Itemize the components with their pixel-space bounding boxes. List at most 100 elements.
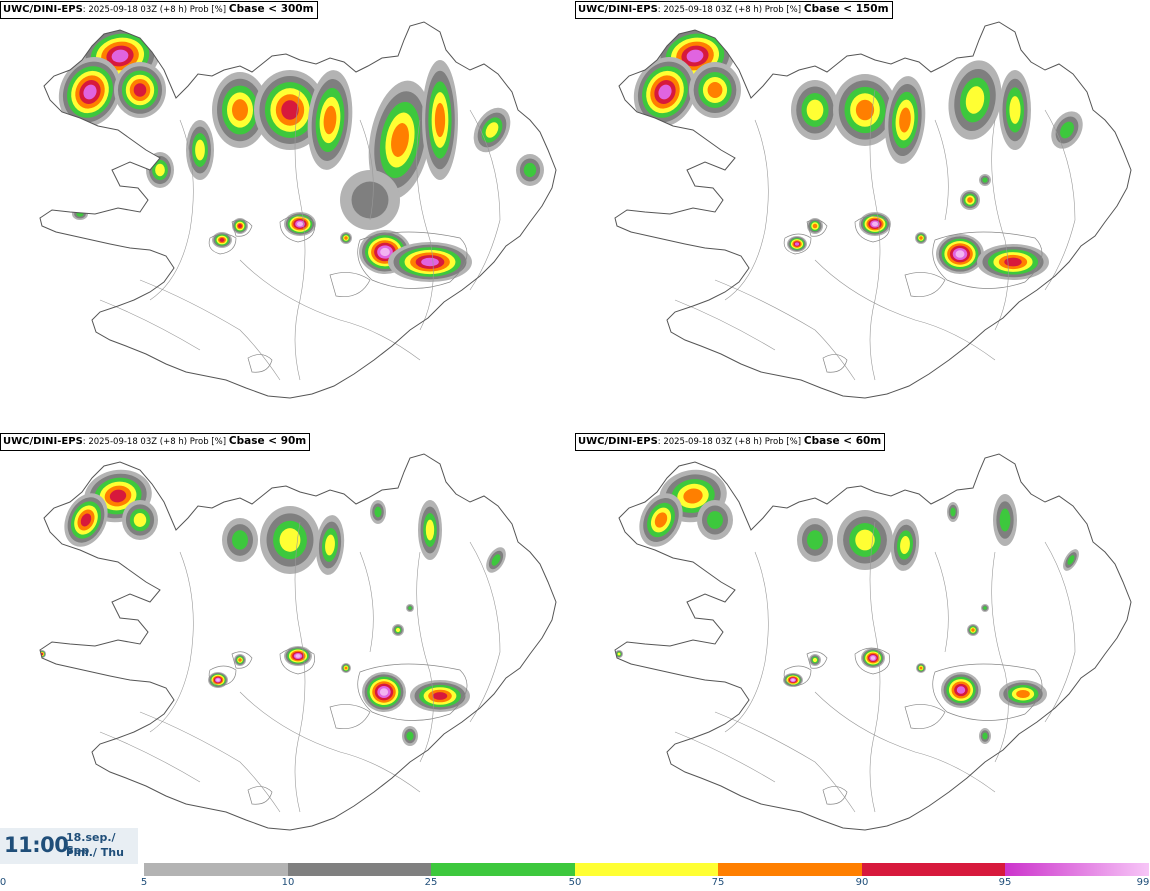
panel-title: UWC/DINI-EPS: 2025-09-18 03Z (+8 h) Prob… [575,1,893,19]
probability-contour [150,22,270,65]
probability-contour [1004,257,1022,267]
probability-contour [686,49,704,63]
panel-title: UWC/DINI-EPS: 2025-09-18 03Z (+8 h) Prob… [0,1,318,19]
glacier-outline [279,215,315,243]
probability-contour [872,221,878,227]
glacier-outline [904,704,946,729]
colorbar-tick-label: 99 [1136,877,1150,888]
probability-contour [794,242,800,246]
probability-contour [432,692,448,700]
glacier-outline [247,354,273,373]
probability-contour [434,102,446,138]
road-line [294,521,306,813]
colorbar-segment [144,863,288,876]
probability-contour [238,224,242,228]
colorbar-segment [287,863,431,876]
panel-title: UWC/DINI-EPS: 2025-09-18 03Z (+8 h) Prob… [0,433,311,451]
glacier-outline [329,704,371,729]
road-line [934,119,949,221]
probability-contour [232,530,248,550]
probability-contour [967,197,973,203]
probability-contour [232,99,248,121]
glacier-outline [247,786,273,805]
probability-contour [238,658,242,662]
probability-contour [111,49,129,63]
probability-contour [351,181,389,219]
colorbar-segment [718,863,862,876]
colorbar-tick-label: 75 [711,877,725,888]
colorbar-tick-label: 5 [140,877,148,888]
road-line [416,119,434,331]
probability-contour [955,250,965,258]
road-line [99,299,201,351]
probability-contour [617,652,621,656]
probability-contour [133,513,147,527]
coastline [614,453,1132,831]
coastline [614,21,1132,399]
probability-contour [965,86,985,114]
probability-contour [707,511,723,529]
probability-contour [323,105,337,135]
probability-contour [80,513,92,527]
iceland-map [614,453,1132,831]
iceland-map [614,21,1132,399]
land-area [615,454,1131,830]
probability-contour [173,24,247,56]
probability-contour [807,530,823,550]
probability-contour [155,163,165,177]
road-line [714,711,856,813]
road-line [469,109,501,291]
probability-contour [344,666,348,670]
glacier-outline [783,665,812,687]
probability-contour [408,606,412,610]
road-line [294,89,306,381]
probability-contour [971,628,975,632]
probability-contour [297,221,303,227]
probability-contour [707,82,723,98]
coastline [39,21,557,399]
probability-contour [485,122,499,138]
glacier-outline [806,219,828,237]
road-line [99,731,201,783]
glacier-outline [279,647,315,675]
road-line [674,299,776,351]
colorbar-segment [1005,863,1149,876]
valid-time: 11:00 [4,833,69,857]
probability-contour [421,257,439,267]
probability-contour [982,732,988,740]
colorbar-tick-label: 0 [0,877,7,888]
road-line [934,551,949,653]
glacier-outline [932,663,1043,721]
road-line [869,521,881,813]
probability-contour [982,177,988,183]
probability-contour [1016,690,1030,698]
probability-contour [812,657,818,663]
glacier-outline [357,231,468,289]
road-line [359,551,374,653]
probability-contour [950,507,956,517]
colorbar-segment [574,863,718,876]
probability-contour [1060,121,1074,139]
probability-contour [279,528,301,552]
probability-contour [812,223,818,229]
colorbar-tick-label: 10 [281,877,295,888]
road-line [149,119,194,301]
probability-contour [1067,555,1075,565]
probability-contour [900,535,910,555]
road-line [139,711,281,813]
road-line [1044,541,1076,723]
probability-contour [216,678,220,682]
glacier-outline [208,665,237,687]
probability-contour [654,512,668,528]
colorbar-tick-label: 90 [855,877,869,888]
probability-contour [919,666,923,670]
glacier-outline [854,215,890,243]
probability-contour [325,534,335,556]
probability-contour [391,123,409,157]
probability-field [633,25,1083,280]
probability-contour [83,84,97,100]
valid-date: 18.sep./ Sep [66,831,116,857]
probability-contour [380,247,390,257]
panel-title: UWC/DINI-EPS: 2025-09-18 03Z (+8 h) Prob… [575,433,886,451]
iceland-map [39,453,557,831]
